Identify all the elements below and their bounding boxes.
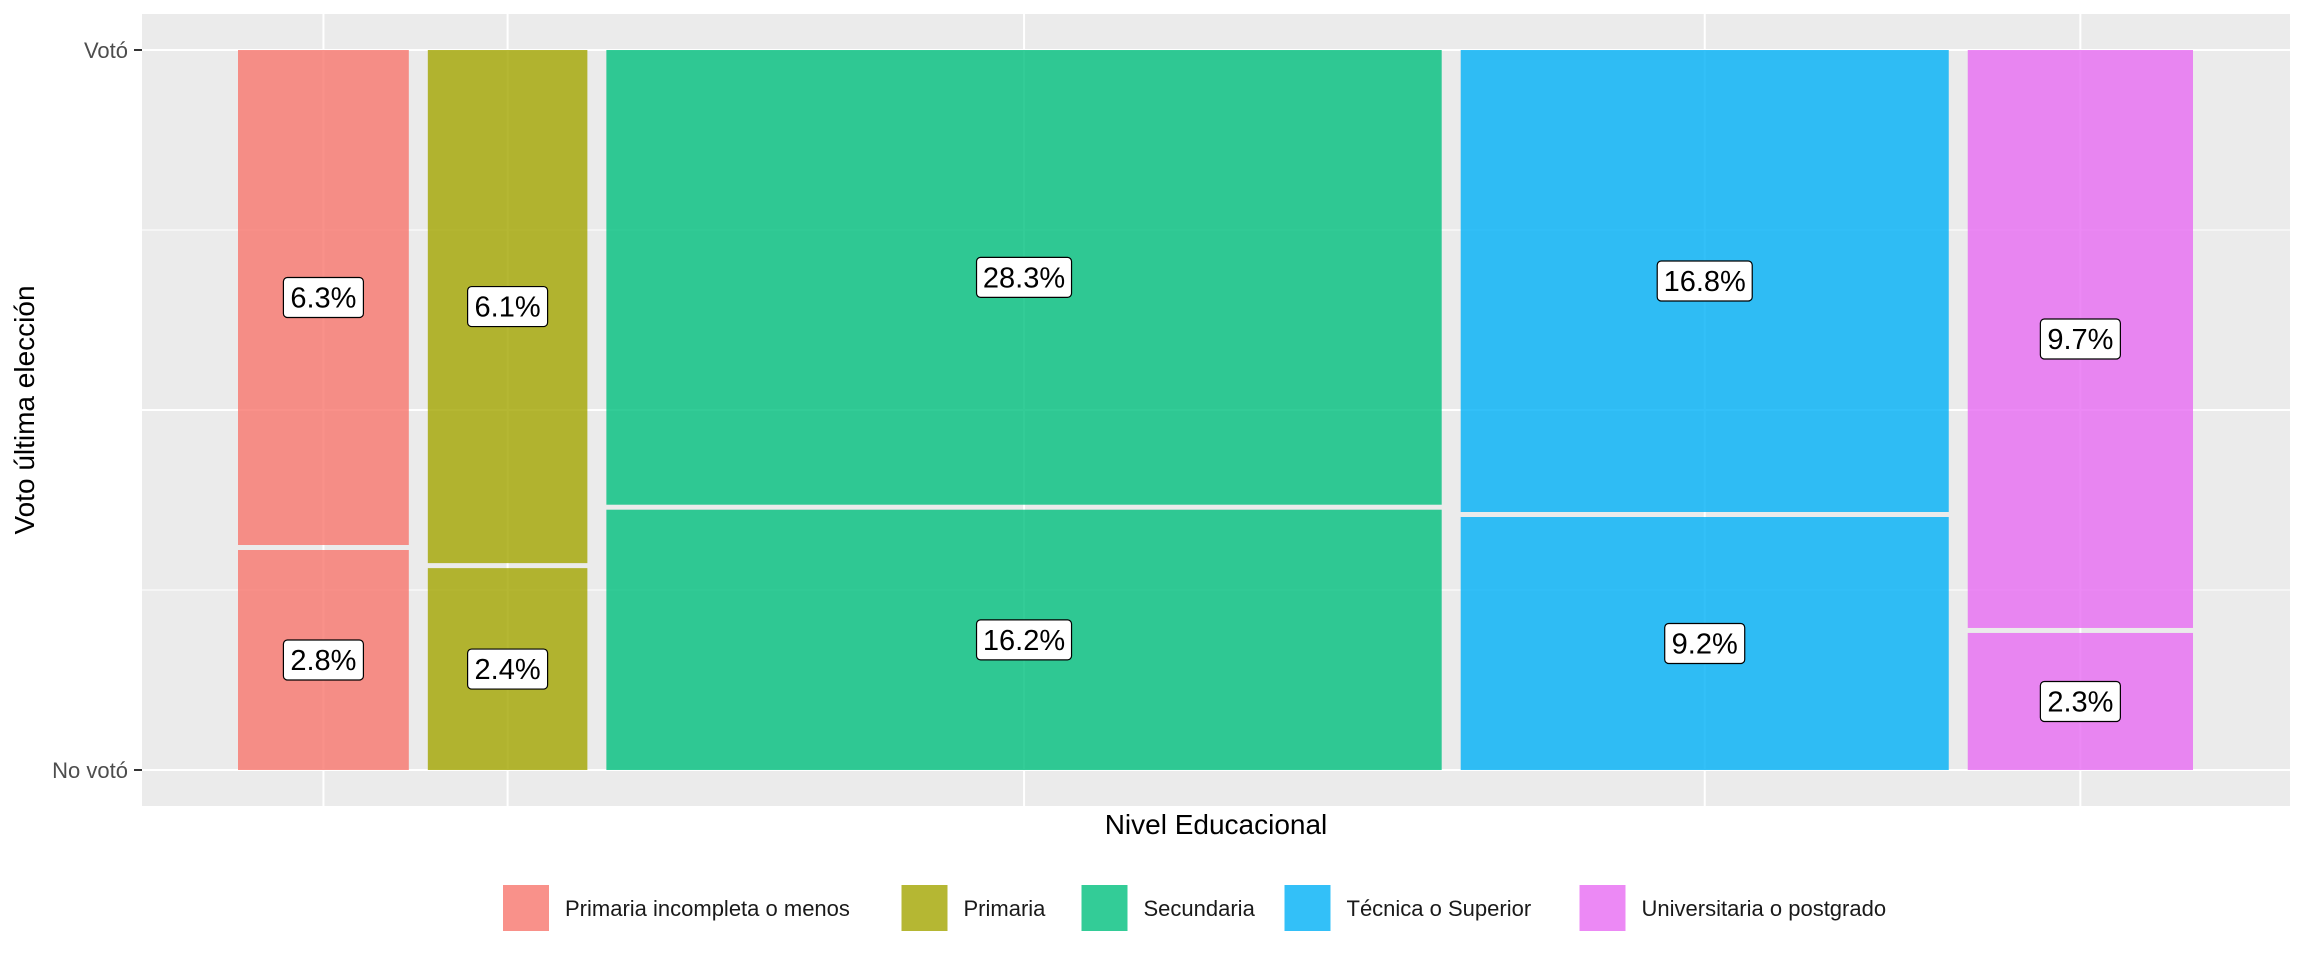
legend-item: Primaria incompleta o menos bbox=[503, 885, 850, 931]
data-label-text: 28.3% bbox=[983, 262, 1065, 294]
data-label-text: 9.2% bbox=[1672, 629, 1738, 661]
data-label-text: 16.2% bbox=[983, 625, 1065, 657]
legend-swatch bbox=[503, 885, 549, 931]
legend-swatch bbox=[901, 885, 948, 931]
data-label-box bbox=[975, 619, 1073, 661]
mosaic-tiles bbox=[238, 50, 2193, 770]
legend-item: Secundaria bbox=[1081, 885, 1256, 931]
legend-swatch bbox=[1081, 885, 1128, 931]
legend-item: Técnica o Superior bbox=[1284, 885, 1532, 931]
y-axis: Votó No votó bbox=[52, 38, 142, 783]
data-label: 2.4% bbox=[466, 648, 549, 690]
data-label: 6.3% bbox=[282, 276, 365, 319]
data-label-text: 2.8% bbox=[290, 645, 356, 677]
data-label-box bbox=[1664, 622, 1746, 665]
data-label-box bbox=[282, 276, 365, 319]
data-label: 9.7% bbox=[2039, 318, 2121, 360]
data-label-text: 2.3% bbox=[2047, 686, 2113, 718]
y-tick-label: Votó bbox=[84, 38, 128, 63]
data-label: 6.1% bbox=[466, 285, 549, 328]
legend-label: Secundaria bbox=[1144, 896, 1256, 921]
data-label-text: 9.7% bbox=[2047, 324, 2113, 356]
data-label-box bbox=[282, 639, 365, 681]
data-label-text: 6.3% bbox=[290, 283, 356, 315]
data-label-box bbox=[1656, 260, 1753, 302]
y-axis-title: Voto última elección bbox=[9, 285, 40, 534]
data-label: 28.3% bbox=[975, 256, 1073, 298]
data-label-text: 16.8% bbox=[1664, 266, 1746, 298]
legend-label: Universitaria o postgrado bbox=[1642, 896, 1887, 921]
data-label: 9.2% bbox=[1664, 622, 1746, 665]
data-label: 2.8% bbox=[282, 639, 365, 681]
y-tick-label: No votó bbox=[52, 758, 128, 783]
data-label-box bbox=[975, 256, 1073, 298]
legend-label: Primaria bbox=[964, 896, 1047, 921]
data-label-box bbox=[2039, 318, 2121, 360]
data-label-box bbox=[466, 648, 549, 690]
data-label-text: 2.4% bbox=[475, 654, 541, 686]
legend-item: Universitaria o postgrado bbox=[1579, 885, 1887, 931]
data-label: 2.3% bbox=[2039, 680, 2121, 723]
legend-swatch bbox=[1284, 885, 1331, 931]
legend-label: Técnica o Superior bbox=[1347, 896, 1532, 921]
data-label: 16.2% bbox=[975, 619, 1073, 661]
data-label: 16.8% bbox=[1656, 260, 1753, 302]
legend-item: Primaria bbox=[901, 885, 1047, 931]
data-label-box bbox=[466, 285, 549, 328]
data-label-box bbox=[2039, 680, 2121, 723]
data-labels: 6.3% 2.8% 6.1% 2.4% 28.3% 16.2% 16.8% 9.2% 9.7% 2… bbox=[282, 256, 2121, 723]
data-label-text: 6.1% bbox=[475, 292, 541, 324]
legend-label: Primaria incompleta o menos bbox=[565, 896, 850, 921]
x-axis-title: Nivel Educacional bbox=[1105, 809, 1328, 840]
legend: Primaria incompleta o menos Primaria Secun… bbox=[503, 885, 1886, 931]
legend-swatch bbox=[1579, 885, 1626, 931]
